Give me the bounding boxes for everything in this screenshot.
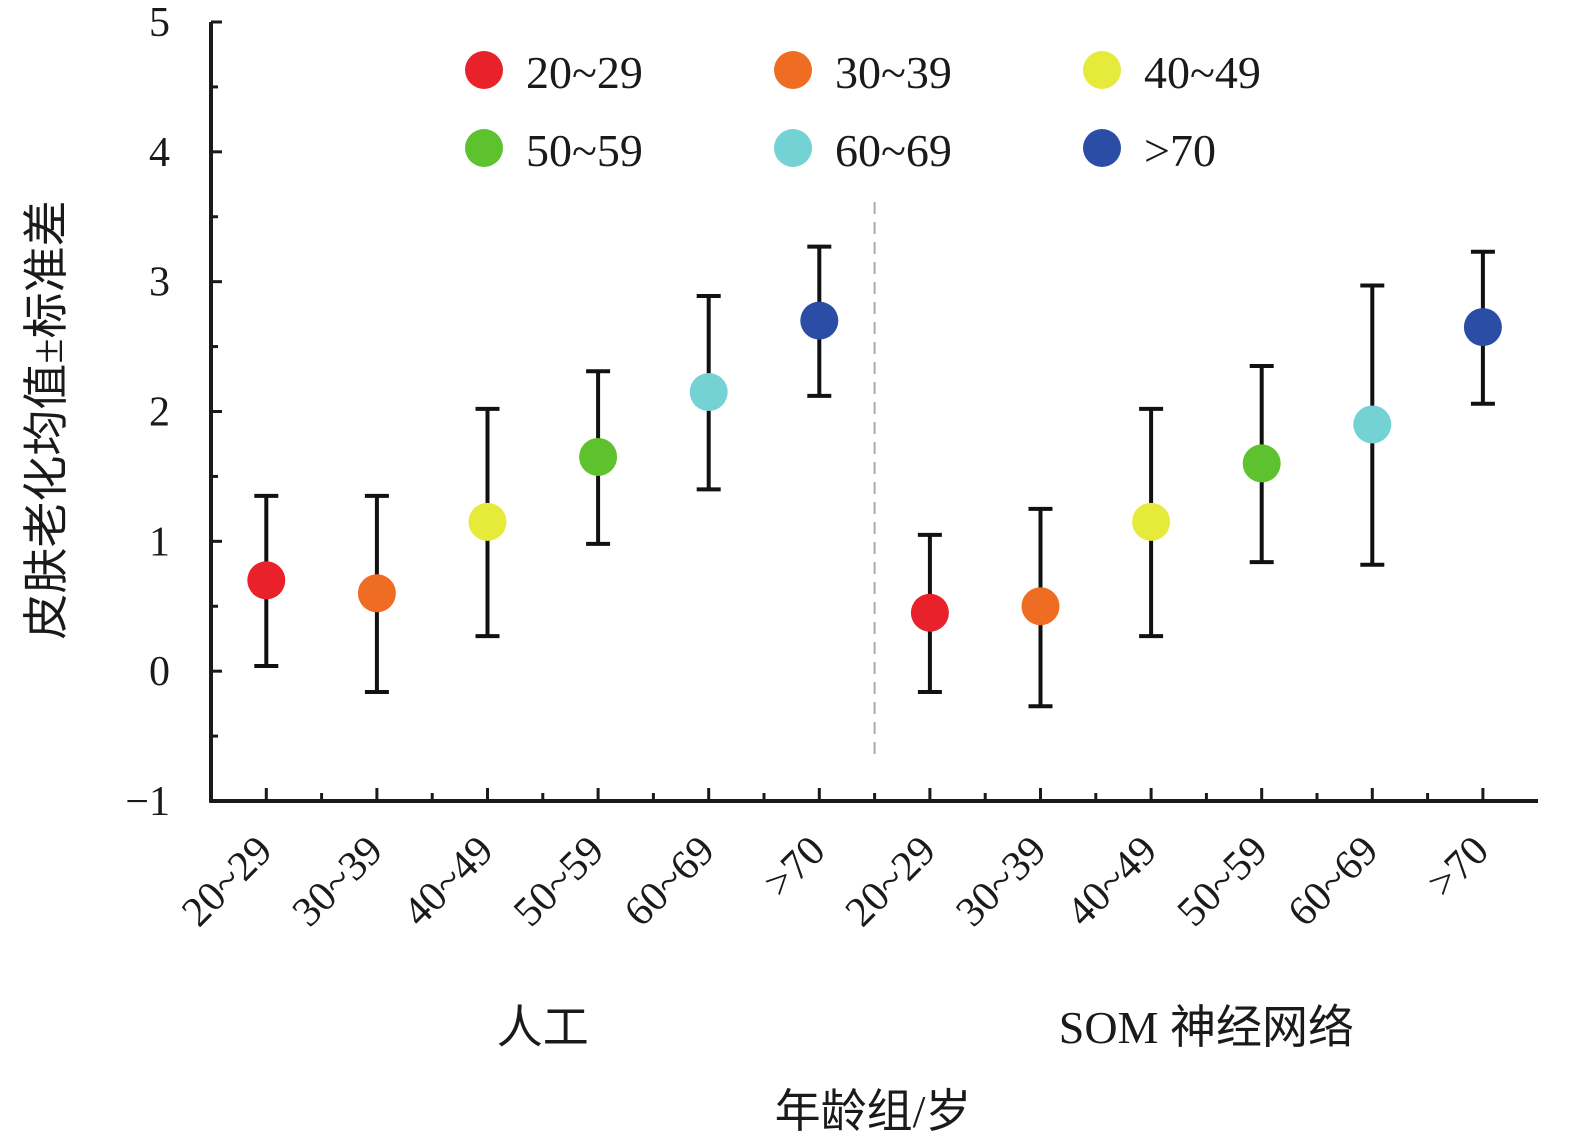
- x-tick-label: 40~49: [395, 828, 503, 936]
- data-point: [1021, 587, 1060, 626]
- data-point: [1242, 444, 1281, 483]
- data-point: [579, 437, 618, 476]
- y-tick-label: 0: [149, 649, 170, 695]
- data-point: [1132, 502, 1171, 541]
- data-point: [689, 373, 728, 412]
- legend-label: 40~49: [1144, 47, 1261, 98]
- x-tick-label: >70: [1419, 828, 1498, 907]
- legend-marker: [774, 51, 812, 89]
- data-point: [800, 301, 839, 340]
- group-label: 人工: [497, 1002, 589, 1053]
- y-tick-label: 5: [149, 0, 170, 46]
- legend-marker: [465, 129, 503, 167]
- y-tick-label: 2: [149, 390, 170, 436]
- data-point: [1463, 308, 1502, 347]
- x-tick-label: 30~39: [948, 828, 1056, 936]
- data-point: [247, 561, 286, 600]
- point-layer: [247, 301, 1502, 632]
- data-point: [1353, 405, 1392, 444]
- x-tick-label: 50~59: [505, 828, 613, 936]
- x-tick-label: 20~29: [837, 828, 945, 936]
- legend: 20~29 30~39 40~49 50~59 60~69 >70: [465, 47, 1261, 176]
- y-tick-label: 4: [149, 130, 170, 176]
- legend-marker: [1083, 129, 1121, 167]
- legend-marker: [465, 51, 503, 89]
- legend-label: 60~69: [835, 125, 952, 176]
- x-tick-label: 60~69: [1279, 828, 1387, 936]
- x-tick-label: >70: [755, 828, 834, 907]
- x-axis-label: 年龄组/岁: [775, 1086, 972, 1137]
- y-tick-label: 1: [149, 519, 170, 565]
- group-label: SOM 神经网络: [1059, 1002, 1354, 1053]
- x-tick-label: 60~69: [616, 828, 724, 936]
- y-axis-label: 皮肤老化均值±标准差: [21, 200, 72, 639]
- legend-marker: [774, 129, 812, 167]
- error-bar-layer: [254, 244, 1495, 709]
- data-point: [910, 593, 949, 632]
- legend-marker: [1083, 51, 1121, 89]
- y-tick-label: 3: [149, 260, 170, 306]
- x-tick-label: 50~59: [1169, 828, 1277, 936]
- x-tick-label: 40~49: [1058, 828, 1166, 936]
- legend-label: 50~59: [526, 125, 643, 176]
- data-point: [357, 574, 396, 613]
- x-tick-label: 30~39: [284, 828, 392, 936]
- legend-label: >70: [1144, 125, 1216, 176]
- legend-label: 30~39: [835, 47, 952, 98]
- legend-label: 20~29: [526, 47, 643, 98]
- x-tick-label: 20~29: [173, 828, 281, 936]
- y-tick-label: −1: [125, 779, 170, 825]
- data-point: [468, 502, 507, 541]
